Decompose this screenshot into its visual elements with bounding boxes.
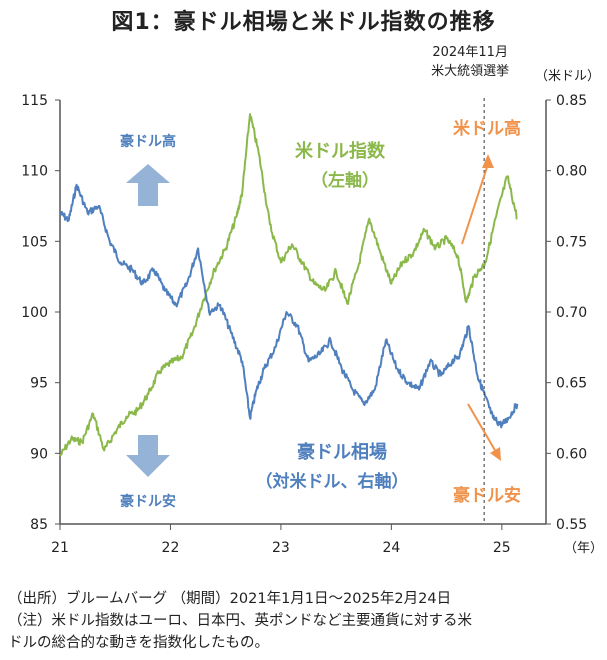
aud-down-arrow-icon <box>467 403 497 453</box>
x-tick-label: 23 <box>272 540 290 556</box>
series-usd-index <box>59 113 518 457</box>
usd-index-axis-label: （左軸） <box>311 170 379 191</box>
note-line-2: （注）米ドル指数はユーロ、日本円、英ポンドなど主要通貨に対する米 <box>8 613 472 629</box>
aud-axis-label: （対米ドル、右軸） <box>256 471 409 492</box>
aud-strong-arrow-icon <box>126 164 170 206</box>
aud-weak-label-orange: 豪ドル安 <box>453 485 521 506</box>
axes: 85 90 95 100 105 110 115 0.55 0.60 0.65 0.70 0.75 0.… <box>21 69 603 556</box>
note-line-3: ドルの総合的な動きを指数化したもの。 <box>8 635 269 651</box>
usd-up-arrow-icon <box>461 163 489 245</box>
x-tick-label: 21 <box>51 540 69 556</box>
aud-weak-arrow-icon <box>126 435 170 477</box>
series-aud <box>59 183 519 429</box>
y-right-tick-label: 0.75 <box>556 234 587 250</box>
note-source: （出所）ブルームバーグ （期間）2021年1月1日～2025年2月24日 <box>8 591 452 607</box>
usd-index-line <box>59 113 518 457</box>
y-right-tick-label: 0.65 <box>556 376 587 392</box>
aud-down-arrowhead-icon <box>490 447 501 461</box>
y-left-tick-label: 110 <box>21 164 48 180</box>
x-tick-label: 22 <box>162 540 180 556</box>
usd-index-series-label: 米ドル指数 <box>295 140 386 162</box>
y-right-tick-label: 0.60 <box>556 446 587 462</box>
y-left-tick-label: 115 <box>21 93 48 109</box>
usd-up-arrowhead-icon <box>482 154 494 168</box>
y-right-unit: （米ドル） <box>535 69 600 84</box>
aud-line <box>59 183 519 429</box>
notes: （出所）ブルームバーグ （期間）2021年1月1日～2025年2月24日 （注）… <box>8 588 600 654</box>
election-label-event: 米大統領選挙 <box>431 63 509 79</box>
chart-title: 図1：豪ドル相場と米ドル指数の推移 <box>111 10 496 35</box>
election-label-date: 2024年11月 <box>432 45 508 60</box>
x-axis-label: （年） <box>564 541 603 556</box>
aud-weak-label: 豪ドル安 <box>120 493 176 510</box>
usd-strong-label: 米ドル高 <box>453 118 521 139</box>
y-right-tick-label: 0.80 <box>556 164 587 180</box>
y-left-tick-label: 100 <box>21 305 48 321</box>
aud-strong-label: 豪ドル高 <box>120 133 176 150</box>
chart: 85 90 95 100 105 110 115 0.55 0.60 0.65 0.70 0.75 0.… <box>21 45 603 556</box>
x-tick-label: 24 <box>382 540 400 556</box>
y-right-tick-label: 0.70 <box>556 305 587 321</box>
aud-series-label: 豪ドル相場 <box>297 441 387 463</box>
y-right-tick-label: 0.85 <box>556 93 587 109</box>
y-left-tick-label: 85 <box>30 517 48 533</box>
y-left-tick-label: 95 <box>30 376 48 392</box>
y-right-tick-label: 0.55 <box>556 517 587 533</box>
y-left-tick-label: 105 <box>21 234 48 250</box>
y-left-tick-label: 90 <box>30 446 48 462</box>
x-tick-label: 25 <box>493 540 511 556</box>
